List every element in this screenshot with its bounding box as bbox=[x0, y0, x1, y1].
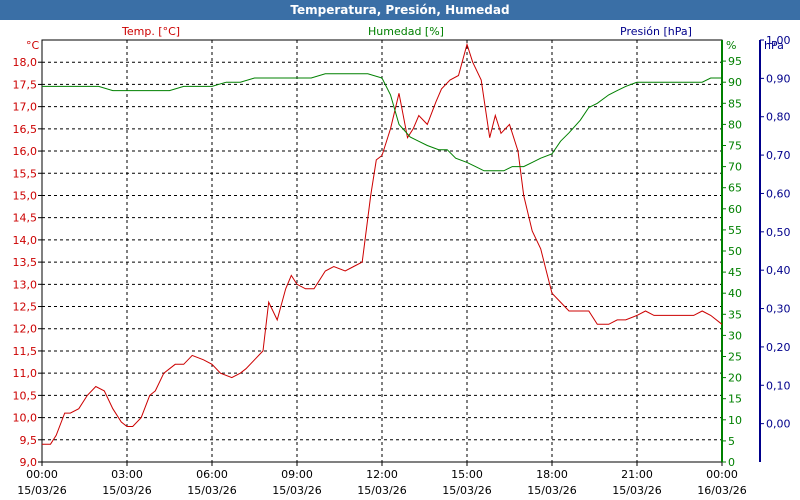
pressure-tick-label: 1,00 bbox=[766, 34, 791, 47]
temp-tick-label: 9,5 bbox=[20, 434, 38, 447]
humidity-tick-label: 0 bbox=[728, 456, 735, 469]
humidity-tick-label: 25 bbox=[728, 351, 742, 364]
humidity-tick-label: 65 bbox=[728, 182, 742, 195]
x-tick-time: 21:00 bbox=[621, 468, 653, 481]
temp-tick-label: 11,0 bbox=[13, 367, 38, 380]
pressure-tick-label: 0,00 bbox=[766, 418, 791, 431]
x-tick-date: 15/03/26 bbox=[102, 484, 151, 497]
pressure-tick-label: 0,90 bbox=[766, 72, 791, 85]
x-tick-date: 15/03/26 bbox=[187, 484, 236, 497]
temp-series-line bbox=[42, 42, 723, 445]
x-tick-time: 06:00 bbox=[196, 468, 228, 481]
x-tick-date: 16/03/26 bbox=[697, 484, 746, 497]
x-tick-time: 09:00 bbox=[281, 468, 313, 481]
humidity-tick-label: 5 bbox=[728, 435, 735, 448]
pressure-tick-label: 0,70 bbox=[766, 149, 791, 162]
humidity-tick-label: 80 bbox=[728, 118, 742, 131]
pressure-axis-label: Presión [hPa] bbox=[620, 25, 692, 38]
pressure-tick-label: 0,10 bbox=[766, 379, 791, 392]
humidity-tick-label: 85 bbox=[728, 97, 742, 110]
temp-tick-label: 16,5 bbox=[13, 123, 38, 136]
x-tick-date: 15/03/26 bbox=[612, 484, 661, 497]
x-tick-date: 15/03/26 bbox=[527, 484, 576, 497]
hum-series-line bbox=[42, 73, 722, 172]
pressure-tick-label: 0,20 bbox=[766, 341, 791, 354]
x-tick-time: 03:00 bbox=[111, 468, 143, 481]
data-lines bbox=[42, 42, 723, 445]
x-tick-time: 12:00 bbox=[366, 468, 398, 481]
grid-lines bbox=[42, 40, 722, 462]
temp-tick-label: 17,0 bbox=[13, 101, 38, 114]
humidity-tick-label: 45 bbox=[728, 266, 742, 279]
temp-tick-label: 10,5 bbox=[13, 389, 38, 402]
x-tick-time: 18:00 bbox=[536, 468, 568, 481]
temp-tick-label: 11,5 bbox=[13, 345, 38, 358]
humidity-tick-label: 20 bbox=[728, 372, 742, 385]
pressure-tick-label: 0,40 bbox=[766, 264, 791, 277]
temp-tick-label: 9,0 bbox=[20, 456, 38, 469]
pressure-tick-label: 0,80 bbox=[766, 111, 791, 124]
temp-tick-label: 15,0 bbox=[13, 189, 38, 202]
humidity-tick-label: 50 bbox=[728, 245, 742, 258]
x-tick-date: 15/03/26 bbox=[442, 484, 491, 497]
temp-tick-label: 15,5 bbox=[13, 167, 38, 180]
x-tick-date: 15/03/26 bbox=[17, 484, 66, 497]
x-tick-date: 15/03/26 bbox=[272, 484, 321, 497]
humidity-tick-label: 35 bbox=[728, 308, 742, 321]
humidity-unit-label: % bbox=[726, 39, 736, 52]
temp-tick-label: 12,0 bbox=[13, 323, 38, 336]
humidity-tick-label: 30 bbox=[728, 329, 742, 342]
humidity-tick-label: 55 bbox=[728, 224, 742, 237]
x-tick-time: 00:00 bbox=[706, 468, 738, 481]
x-tick-time: 00:00 bbox=[26, 468, 58, 481]
humidity-tick-label: 10 bbox=[728, 414, 742, 427]
x-tick-date: 15/03/26 bbox=[357, 484, 406, 497]
pressure-tick-label: 0,50 bbox=[766, 226, 791, 239]
temp-unit-label: °C bbox=[26, 39, 40, 52]
x-tick-time: 15:00 bbox=[451, 468, 483, 481]
humidity-tick-label: 60 bbox=[728, 203, 742, 216]
humidity-tick-label: 90 bbox=[728, 76, 742, 89]
temp-tick-label: 16,0 bbox=[13, 145, 38, 158]
temp-tick-label: 13,0 bbox=[13, 278, 38, 291]
humidity-tick-label: 70 bbox=[728, 161, 742, 174]
temp-tick-label: 18,0 bbox=[13, 56, 38, 69]
humidity-axis-label: Humedad [%] bbox=[368, 25, 444, 38]
temp-tick-label: 14,0 bbox=[13, 234, 38, 247]
temp-tick-label: 12,5 bbox=[13, 301, 38, 314]
humidity-tick-label: 75 bbox=[728, 140, 742, 153]
temp-axis-label: Temp. [°C] bbox=[121, 25, 180, 38]
temp-tick-label: 17,5 bbox=[13, 78, 38, 91]
temp-tick-label: 10,0 bbox=[13, 412, 38, 425]
chart-axes bbox=[38, 39, 764, 466]
pressure-tick-label: 0,60 bbox=[766, 187, 791, 200]
window-title: Temperatura, Presión, Humedad bbox=[0, 0, 800, 20]
temp-tick-label: 13,5 bbox=[13, 256, 38, 269]
humidity-tick-label: 40 bbox=[728, 287, 742, 300]
pressure-unit-label: hPa bbox=[764, 39, 784, 52]
humidity-tick-label: 15 bbox=[728, 393, 742, 406]
tick-labels: 00:00 15/03/26 03:00 15/03/26 06:00 15/03/26 0… bbox=[13, 34, 791, 497]
humidity-tick-label: 95 bbox=[728, 55, 742, 68]
pressure-tick-label: 0,30 bbox=[766, 303, 791, 316]
temp-tick-label: 14,5 bbox=[13, 212, 38, 225]
